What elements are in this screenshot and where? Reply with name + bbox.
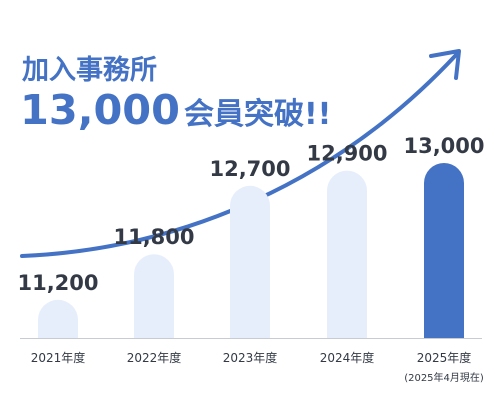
headline-suffix: 会員突破!! <box>184 97 331 132</box>
value-label-0: 11,200 <box>17 271 98 295</box>
bar-2 <box>230 185 270 338</box>
category-label-3: 2024年度 <box>320 350 375 365</box>
bar-0 <box>38 299 78 338</box>
category-label-4: 2025年度 <box>417 350 472 365</box>
category-label-0: 2021年度 <box>31 350 86 365</box>
headline-line1: 加入事務所 <box>22 55 157 86</box>
bar-3 <box>327 170 367 338</box>
value-label-3: 12,900 <box>306 142 387 166</box>
as-of-note: (2025年4月現在) <box>404 371 484 384</box>
headline-big-number: 13,000 <box>20 86 180 134</box>
category-label-2: 2023年度 <box>223 350 278 365</box>
trend-arrow-head <box>429 49 461 80</box>
bar-1 <box>134 254 174 338</box>
value-label-2: 12,700 <box>209 157 290 181</box>
bars-group: 11,200 2021年度 11,800 2022年度 12,700 2023年度 12,9… <box>17 134 484 365</box>
value-label-1: 11,800 <box>113 225 194 249</box>
value-label-4: 13,000 <box>403 134 484 158</box>
bar-4 <box>424 163 464 338</box>
category-label-1: 2022年度 <box>127 350 182 365</box>
